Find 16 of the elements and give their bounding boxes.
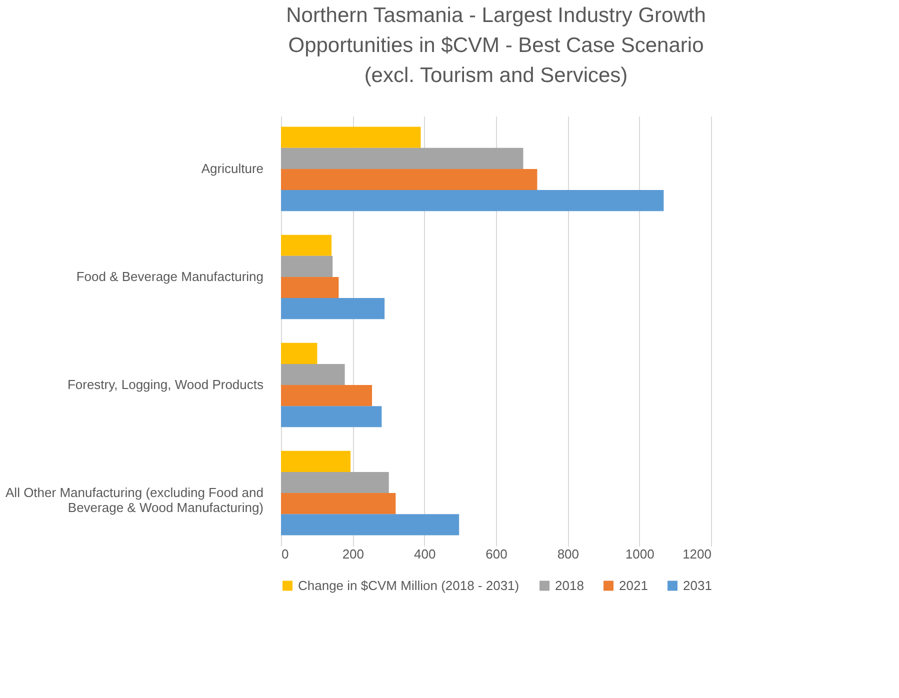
y-tick-label: Agriculture bbox=[201, 160, 264, 176]
y-tick-label: Forestry, Logging, Wood Products bbox=[67, 377, 264, 392]
x-tick-label: 1200 bbox=[682, 546, 712, 562]
x-tick-label: 200 bbox=[342, 546, 364, 562]
x-tick-label: 800 bbox=[557, 546, 580, 562]
legend-label: Change in $CVM Million (2018 - 2031) bbox=[298, 578, 520, 593]
x-tick-label: 600 bbox=[486, 546, 508, 562]
legend-label: 2021 bbox=[619, 578, 648, 593]
legend-label: 2031 bbox=[683, 578, 712, 593]
x-tick-label: 0 bbox=[282, 546, 289, 562]
legend-label: 2018 bbox=[555, 578, 584, 593]
y-tick-label: Food & Beverage Manufacturing bbox=[76, 268, 264, 284]
x-tick-label: 400 bbox=[414, 546, 436, 562]
y-tick-label: All Other Manufacturing (excluding Food and Beverage & Wood Manufacturing) bbox=[6, 485, 264, 516]
chart-title: Northern Tasmania - Largest Industry Growth Opportunities in $CVM - Best Case Scenario (excl. Tourism and Services) bbox=[286, 4, 706, 87]
x-tick-label: 1000 bbox=[625, 546, 654, 562]
